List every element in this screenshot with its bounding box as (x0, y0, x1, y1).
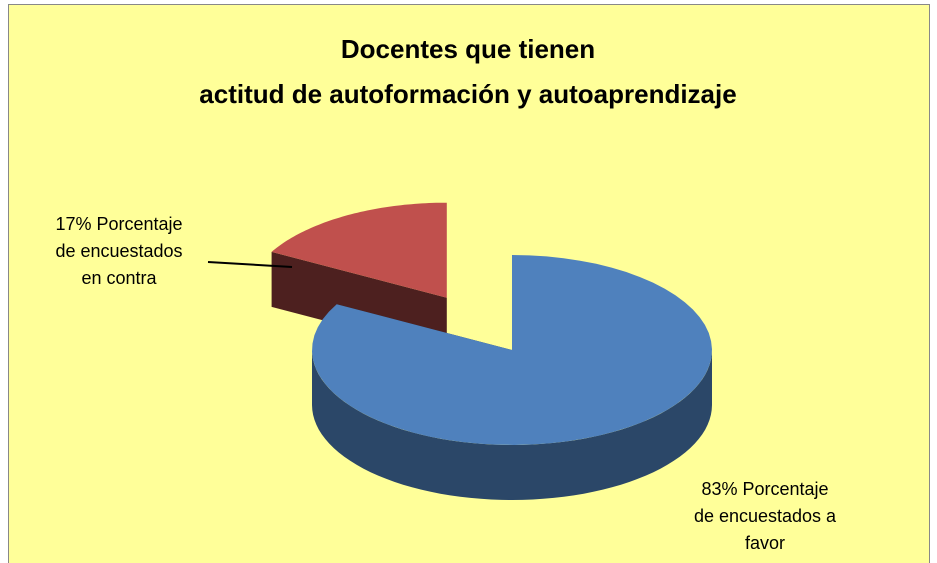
category-label: Porcentaje de encuestados a favor (693, 479, 837, 553)
value-label: 17% (55, 214, 92, 234)
leader-line (207, 261, 293, 268)
value-label: 83% (701, 479, 738, 499)
data-label: 17% Porcentaje de encuestados en contra (44, 211, 194, 292)
data-label: 83% Porcentaje de encuestados a favor (690, 476, 840, 557)
chart-title: Docentes que tienen (341, 34, 595, 64)
slice (271, 202, 447, 298)
chart-title: actitud de autoformación y autoaprendiza… (199, 79, 736, 109)
slice (312, 255, 712, 445)
pie (271, 202, 712, 500)
category-label: Porcentaje de encuestados en contra (55, 214, 183, 288)
slice-side (312, 350, 712, 500)
